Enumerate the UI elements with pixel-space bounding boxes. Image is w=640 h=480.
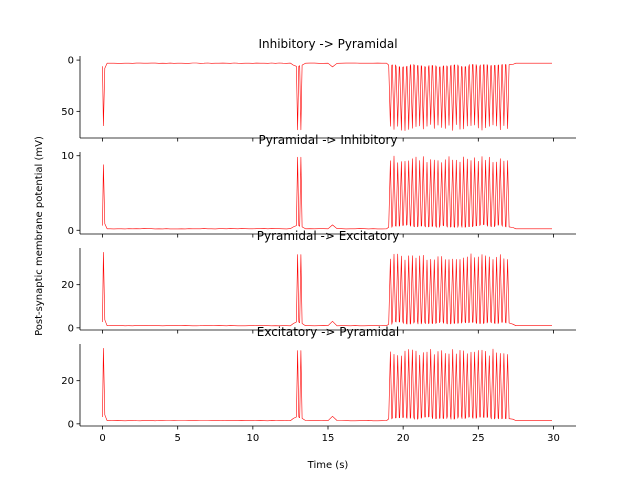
y-tick-label: 0 (68, 419, 74, 430)
y-axis-label: Post-synaptic membrane potential (mV) (34, 136, 45, 336)
panel-1: 0 50 Inhibitory -> Pyramidal (61, 37, 576, 142)
panel-2: 10 0 Pyramidal -> Inhibitory (61, 133, 576, 238)
panel-title: Excitatory -> Pyramidal (257, 325, 400, 339)
x-tick-label: 25 (472, 433, 485, 444)
y-tick-label: 50 (61, 107, 74, 118)
x-tick-label: 30 (547, 433, 560, 444)
series-line (102, 155, 552, 230)
panel-title: Pyramidal -> Inhibitory (258, 133, 397, 147)
series-line (102, 347, 552, 422)
x-tick-label: 0 (99, 433, 105, 444)
y-tick-label: 0 (68, 323, 74, 334)
series-line (102, 62, 552, 131)
panel-title: Pyramidal -> Excitatory (257, 229, 400, 243)
panel-3: 20 0 Pyramidal -> Excitatory (61, 229, 576, 334)
y-tick-label: 10 (61, 151, 74, 162)
y-tick-label: 20 (61, 376, 74, 387)
x-tick-label: 5 (175, 433, 181, 444)
y-tick-label: 20 (61, 280, 74, 291)
panel-4: 20 0 0 5 10 15 20 25 30 Excitatory -> Pyramidal (61, 325, 576, 444)
y-tick-label: 0 (68, 226, 74, 237)
panel-title: Inhibitory -> Pyramidal (258, 37, 397, 51)
x-tick-label: 15 (322, 433, 335, 444)
series-line (102, 252, 552, 327)
x-tick-label: 10 (246, 433, 259, 444)
x-tick-label: 20 (397, 433, 410, 444)
x-axis-label: Time (s) (307, 460, 349, 471)
y-tick-label: 0 (68, 56, 74, 67)
